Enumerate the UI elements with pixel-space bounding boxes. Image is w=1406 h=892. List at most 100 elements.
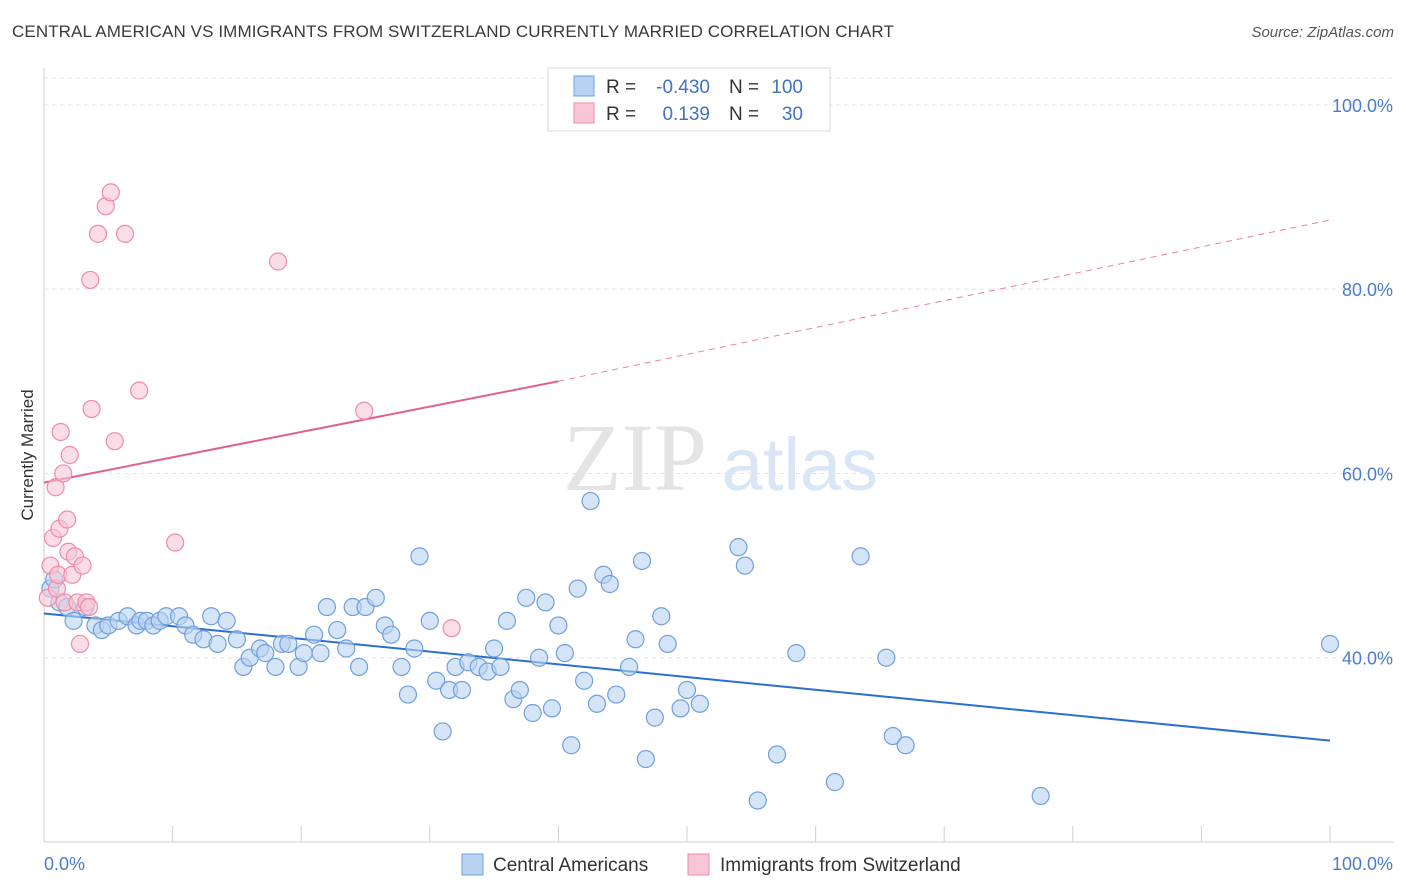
point-central-american-36 [317,597,337,617]
point-switzerland-16 [70,634,90,653]
legend-top-box [547,67,831,132]
point-central-american-37 [328,620,347,640]
point-central-american-35 [311,644,330,663]
point-switzerland-17 [73,556,92,575]
legend-bottom: Central Americans Immigrants from Switze… [461,853,961,876]
point-central-american-86 [677,680,697,700]
point-central-american-83 [652,607,671,626]
point-central-american-65 [530,648,549,667]
legend-swatch-blue [573,75,595,97]
watermark-atlas: atlas [722,423,878,506]
point-central-american-71 [568,579,587,598]
point-central-american-91 [767,745,787,764]
point-central-american-77 [607,685,626,704]
point-switzerland-8 [54,464,73,483]
point-central-american-23 [217,611,236,630]
point-switzerland-19 [79,597,99,617]
point-central-american-92 [787,644,806,663]
x-tick-label-max: 100.0% [1332,854,1393,874]
point-switzerland-3 [46,478,65,497]
point-central-american-54 [452,680,472,700]
grid-lines [44,77,1394,659]
point-central-american-96 [883,726,902,746]
point-central-american-99 [1320,634,1340,653]
trend-line-central-americans [43,612,1331,742]
point-central-american-85 [671,699,690,718]
point-central-american-40 [349,657,369,677]
watermark: ZIP atlas [563,404,878,511]
legend-bottom-swatch-central-americans [461,853,484,876]
point-central-american-89 [735,556,754,575]
point-central-american-69 [555,644,574,663]
point-central-american-59 [491,657,510,677]
legend-n-value-2: 30 [782,104,803,125]
y-tick-label-100: 100.0% [1332,96,1393,116]
point-central-american-94 [851,547,870,566]
point-central-american-21 [202,607,221,626]
point-central-american-66 [536,593,555,612]
point-central-american-88 [729,538,748,557]
y-tick-label-40: 40.0% [1342,649,1393,669]
y-tick-labels: 40.0% 60.0% 80.0% 100.0% [1332,96,1393,669]
point-central-american-78 [620,657,639,677]
legend-n-label-2: N = [729,104,759,125]
point-switzerland-22 [88,224,108,243]
point-switzerland-29 [268,252,288,271]
point-switzerland-12 [60,445,79,465]
point-switzerland-10 [58,510,77,529]
point-switzerland-20 [81,270,100,290]
point-central-american-90 [748,791,767,810]
data-points [38,183,1340,810]
point-central-american-48 [410,547,429,566]
point-central-american-46 [398,685,418,704]
point-central-american-38 [337,639,356,658]
point-switzerland-27 [130,381,149,400]
point-central-american-67 [542,699,562,718]
point-central-american-4 [64,611,83,630]
legend-r-value-1: -0.430 [656,77,710,98]
point-central-american-22 [208,634,227,653]
legend-n-label-1: N = [729,77,759,98]
point-switzerland-21 [82,399,101,419]
point-switzerland-25 [105,432,124,451]
point-central-american-82 [645,708,664,727]
chart-title: CENTRAL AMERICAN VS IMMIGRANTS FROM SWIT… [12,22,894,41]
point-central-american-93 [825,773,844,792]
legend-top: R = -0.430 N = 100 R = 0.139 N = 30 [547,67,831,132]
trend-lines [43,219,1331,742]
point-central-american-51 [433,722,452,741]
trend-line-switzerland-dashed [558,219,1331,382]
y-tick-label-60: 60.0% [1342,464,1393,484]
point-central-american-60 [497,611,517,630]
x-ticks [172,826,1331,842]
point-central-american-29 [266,657,285,677]
point-central-american-63 [517,588,536,607]
point-central-american-98 [1031,786,1050,806]
point-central-american-50 [427,671,446,690]
point-central-american-80 [632,551,652,571]
point-central-american-47 [405,639,424,658]
point-switzerland-26 [115,224,135,243]
point-central-american-42 [366,588,385,607]
source-label: Source: ZipAtlas.com [1251,24,1394,41]
point-switzerland-24 [101,183,120,202]
y-axis-label: Currently Married [18,389,37,520]
legend-bottom-swatch-switzerland [687,853,710,876]
legend-r-label-1: R = [606,77,636,98]
legend-swatch-pink [573,102,595,124]
point-central-american-45 [392,657,411,677]
point-central-american-74 [587,694,607,713]
point-central-american-34 [304,625,324,644]
y-tick-label-80: 80.0% [1342,280,1393,300]
point-central-american-28 [256,644,275,663]
point-central-american-76 [600,574,619,594]
legend-bottom-label-central-americans: Central Americans [493,855,648,876]
legend-r-label-2: R = [606,104,636,125]
point-central-american-97 [896,736,915,755]
point-central-american-62 [510,680,529,700]
legend-r-value-2: 0.139 [662,104,710,125]
point-central-american-44 [382,625,401,644]
legend-bottom-label-switzerland: Immigrants from Switzerland [720,855,961,876]
point-switzerland-7 [51,422,70,442]
